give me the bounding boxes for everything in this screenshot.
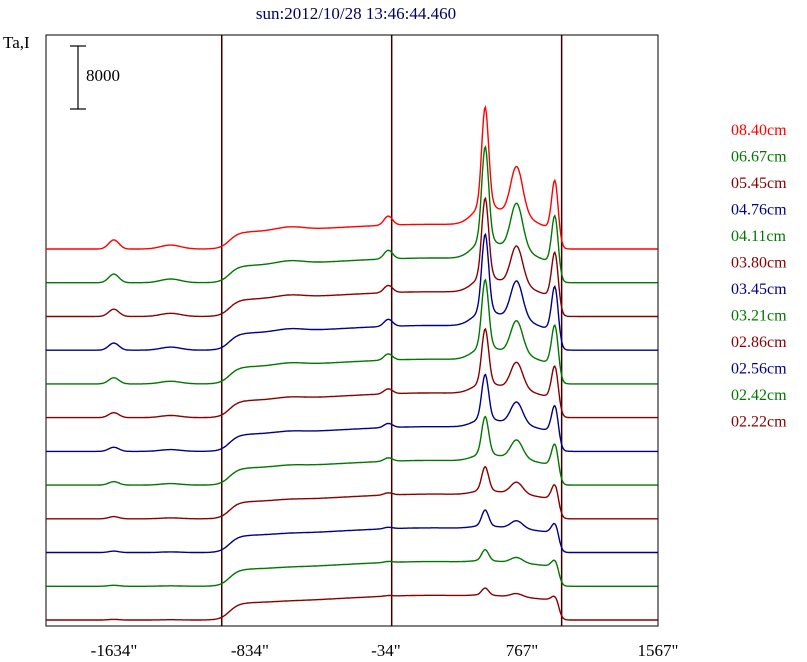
series-line-05.45cm — [46, 196, 658, 318]
legend-item: 05.45cm — [731, 175, 787, 192]
plot-frame — [45, 34, 659, 627]
series-line-06.67cm — [46, 145, 658, 284]
x-tick-label: -834" — [231, 641, 269, 660]
legend-item: 02.22cm — [731, 414, 787, 431]
legend-item: 02.56cm — [731, 361, 787, 378]
series-line-03.80cm — [46, 327, 658, 419]
legend-item: 04.76cm — [731, 202, 787, 219]
x-tick-label: 767" — [506, 641, 538, 660]
x-axis: -1634" -834" -34" 767" 1567" — [91, 641, 679, 660]
series-line-03.45cm — [46, 373, 658, 453]
series-line-04.11cm — [46, 278, 658, 385]
series-line-08.40cm — [46, 105, 658, 250]
series-group — [46, 105, 658, 621]
legend-item: 03.45cm — [731, 281, 787, 298]
legend: 08.40cm 06.67cm 05.45cm 04.76cm 04.11cm 03.80… — [731, 122, 787, 431]
legend-item: 02.42cm — [731, 387, 787, 404]
series-line-02.86cm — [46, 465, 658, 520]
legend-item: 03.80cm — [731, 255, 787, 272]
legend-item: 03.21cm — [731, 308, 787, 325]
series-line-04.76cm — [46, 232, 658, 351]
series-line-02.22cm — [46, 587, 658, 621]
scale-bar-label: 8000 — [86, 66, 120, 85]
x-tick-label: -1634" — [91, 641, 138, 660]
chart-title: sun:2012/10/28 13:46:44.460 — [256, 4, 456, 23]
scale-bar: 8000 — [70, 45, 120, 110]
series-line-02.42cm — [46, 548, 658, 587]
x-tick-label: 1567" — [638, 641, 679, 660]
legend-item: 06.67cm — [731, 149, 787, 166]
legend-item: 02.86cm — [731, 334, 787, 351]
legend-item: 04.11cm — [731, 228, 787, 245]
y-axis-label: Ta,I — [3, 33, 30, 52]
legend-item: 08.40cm — [731, 122, 787, 139]
series-line-03.21cm — [46, 415, 658, 486]
x-tick-label: -34" — [371, 641, 401, 660]
series-line-02.56cm — [46, 509, 658, 554]
